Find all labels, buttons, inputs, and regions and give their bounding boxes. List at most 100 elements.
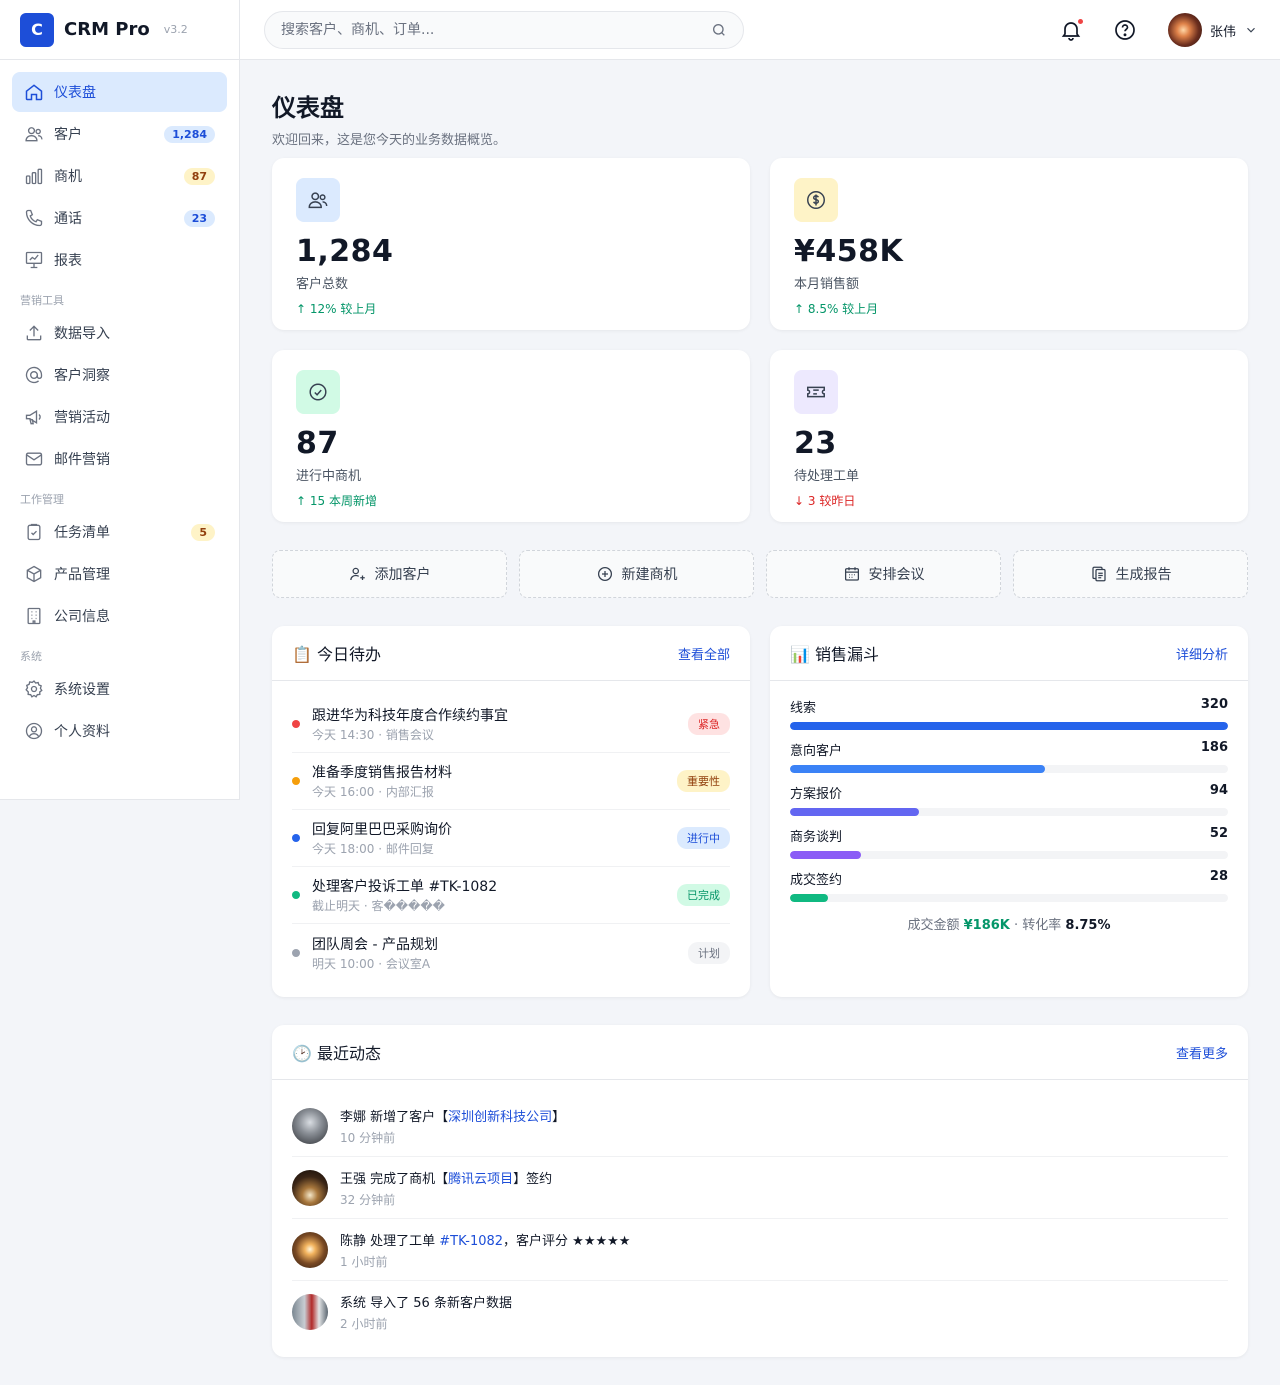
- dollar-icon: [807, 191, 825, 209]
- stat-label: 本月销售额: [794, 277, 860, 292]
- todo-item[interactable]: 跟进华为科技年度合作续约事宜 今天 14:30 · 销售会议 紧急: [292, 696, 730, 753]
- sidebar-item-company[interactable]: 公司信息: [12, 596, 227, 636]
- avatar: [292, 1294, 328, 1330]
- sidebar-item-profile[interactable]: 个人资料: [12, 711, 227, 751]
- funnel-stage: 成交签约 28: [790, 865, 1228, 908]
- activity-link[interactable]: #TK-1082: [439, 1233, 504, 1249]
- todo-text: 跟进华为科技年度合作续约事宜 今天 14:30 · 销售会议: [312, 705, 688, 743]
- stat-card-opportunities[interactable]: 87 进行中商机 ↑ 15 本周新增: [272, 350, 750, 522]
- sidebar-item-label: 商机: [54, 169, 82, 185]
- generate-report-button[interactable]: 生成报告: [1013, 550, 1248, 598]
- bell-icon[interactable]: [1059, 18, 1083, 42]
- user-name: 张伟: [1210, 24, 1237, 40]
- todo-meta: 今天 14:30 · 销售会议: [312, 728, 434, 742]
- add-customer-button[interactable]: 添加客户: [272, 550, 507, 598]
- sidebar-item-settings[interactable]: 系统设置: [12, 669, 227, 709]
- recent-activity-panel: 🕑 最近动态 查看更多 李娜 新增了客户【深圳创新科技公司】 10 分钟前 王强…: [272, 1025, 1248, 1357]
- clipboard-check-icon: [27, 523, 41, 541]
- stat-icon-box: [794, 370, 838, 414]
- panel-title: 📋 今日待办: [292, 645, 382, 664]
- stage-value: 94: [1209, 783, 1228, 798]
- button-label: 生成报告: [1115, 567, 1172, 583]
- activity-item[interactable]: 王强 完成了商机【腾讯云项目】签约 32 分钟前: [292, 1157, 1228, 1219]
- user-plus-icon: [349, 567, 365, 581]
- sidebar-item-insights[interactable]: 客户洞察: [12, 355, 227, 395]
- sidebar-item-label: 个人资料: [54, 724, 110, 740]
- todo-meta: 今天 16:00 · 内部汇报: [312, 785, 434, 799]
- activity-prefix: 系统 导入了 56 条新客户数据: [340, 1296, 512, 1311]
- sidebar-item-label: 产品管理: [54, 567, 110, 583]
- search-input[interactable]: [281, 22, 711, 38]
- schedule-meeting-button[interactable]: 安排会议: [766, 550, 1001, 598]
- help-icon[interactable]: [1113, 18, 1137, 42]
- stat-value: 87: [296, 426, 339, 461]
- stat-change: ↑ 15 本周新增: [296, 494, 377, 508]
- stat-card-customers[interactable]: 1,284 客户总数 ↑ 12% 较上月: [272, 158, 750, 330]
- stat-card-tickets[interactable]: 23 待处理工单 ↓ 3 较昨日: [770, 350, 1248, 522]
- chevron-down-icon: [1247, 27, 1255, 33]
- activity-link[interactable]: 深圳创新科技公司: [448, 1109, 553, 1125]
- summary-prefix: 成交金额: [907, 918, 964, 933]
- copy-icon: [1091, 566, 1106, 582]
- activity-time: 10 分钟前: [340, 1130, 396, 1145]
- view-all-link[interactable]: 查看全部: [677, 647, 730, 663]
- stat-card-sales[interactable]: ¥458K 本月销售额 ↑ 8.5% 较上月: [770, 158, 1248, 330]
- phone-icon: [25, 209, 43, 227]
- search-box[interactable]: [264, 11, 744, 49]
- panel-header: 🕑 最近动态 查看更多: [272, 1025, 1248, 1080]
- todo-list: 跟进华为科技年度合作续约事宜 今天 14:30 · 销售会议 紧急 准备季度销售…: [272, 681, 750, 981]
- sidebar-item-tasks[interactable]: 任务清单 5: [12, 512, 227, 552]
- avatar: [292, 1231, 328, 1268]
- sidebar-item-opportunities[interactable]: 商机 87: [12, 156, 227, 196]
- activity-prefix: 王强 完成了商机【: [340, 1171, 449, 1187]
- sidebar-item-label: 仪表盘: [54, 85, 96, 101]
- activity-item[interactable]: 李娜 新增了客户【深圳创新科技公司】 10 分钟前: [292, 1095, 1228, 1157]
- activity-item[interactable]: 陈静 处理了工单 #TK-1082，客户评分 ★★★★★ 1 小时前: [292, 1219, 1228, 1281]
- panel-title: 🕑 最近动态: [292, 1044, 382, 1063]
- stage-label: 方案报价: [790, 787, 843, 802]
- notification-dot: [1078, 19, 1083, 24]
- sidebar-item-label: 营销活动: [54, 410, 110, 426]
- sidebar-item-campaigns[interactable]: 营销活动: [12, 397, 227, 437]
- activity-item[interactable]: 系统 导入了 56 条新客户数据 2 小时前: [292, 1281, 1228, 1343]
- sidebar-item-dashboard[interactable]: 仪表盘: [12, 72, 227, 112]
- sidebar-item-customers[interactable]: 客户 1,284: [12, 114, 227, 154]
- detail-analysis-link[interactable]: 详细分析: [1175, 647, 1228, 663]
- status-badge: 进行中: [677, 827, 730, 849]
- todo-item[interactable]: 准备季度销售报告材料 今天 16:00 · 内部汇报 重要性: [292, 753, 730, 810]
- page-title: 仪表盘: [272, 94, 344, 122]
- sidebar-item-label: 报表: [54, 253, 82, 269]
- count-badge: 1,284: [164, 125, 215, 143]
- new-opportunity-button[interactable]: 新建商机: [519, 550, 754, 598]
- search-icon[interactable]: [711, 22, 727, 38]
- count-badge: 87: [183, 167, 215, 185]
- todo-title: 准备季度销售报告材料: [312, 765, 452, 781]
- funnel-summary: 成交金额 ¥186K · 转化率 8.75%: [770, 914, 1248, 933]
- sidebar-item-products[interactable]: 产品管理: [12, 554, 227, 594]
- priority-dot: [292, 834, 300, 842]
- todo-title: 跟进华为科技年度合作续约事宜: [312, 708, 508, 724]
- stat-change: ↑ 8.5% 较上月: [794, 302, 879, 316]
- brand[interactable]: C CRM Pro v3.2: [0, 0, 239, 60]
- upload-icon: [26, 325, 42, 341]
- bar-track: [790, 808, 1228, 816]
- plus-circle-icon: [597, 566, 612, 582]
- view-more-link[interactable]: 查看更多: [1175, 1046, 1228, 1062]
- priority-dot: [292, 720, 300, 728]
- todo-item[interactable]: 回复阿里巴巴采购询价 今天 18:00 · 邮件回复 进行中: [292, 810, 730, 867]
- sidebar-item-reports[interactable]: 报表: [12, 240, 227, 280]
- priority-dot: [292, 777, 300, 785]
- sidebar-item-calls[interactable]: 通话 23: [12, 198, 227, 238]
- status-badge: 紧急: [688, 713, 730, 735]
- activity-body: 李娜 新增了客户【深圳创新科技公司】 10 分钟前: [340, 1106, 565, 1146]
- todo-text: 准备季度销售报告材料 今天 16:00 · 内部汇报: [312, 762, 677, 800]
- todo-item[interactable]: 团队周会 - 产品规划 明天 10:00 · 会议室A 计划: [292, 924, 730, 981]
- sidebar-item-email[interactable]: 邮件营销: [12, 439, 227, 479]
- todo-meta: 今天 18:00 · 邮件回复: [312, 842, 434, 856]
- user-menu[interactable]: 张伟: [1168, 13, 1258, 47]
- ticket-icon: [807, 386, 825, 398]
- todo-item[interactable]: 处理客户投诉工单 #TK-1082 截止明天 · 客����� 已完成: [292, 867, 730, 924]
- sidebar-item-import[interactable]: 数据导入: [12, 313, 227, 353]
- summary-mid: · 转化率: [1009, 918, 1066, 933]
- activity-link[interactable]: 腾讯云项目: [448, 1171, 514, 1187]
